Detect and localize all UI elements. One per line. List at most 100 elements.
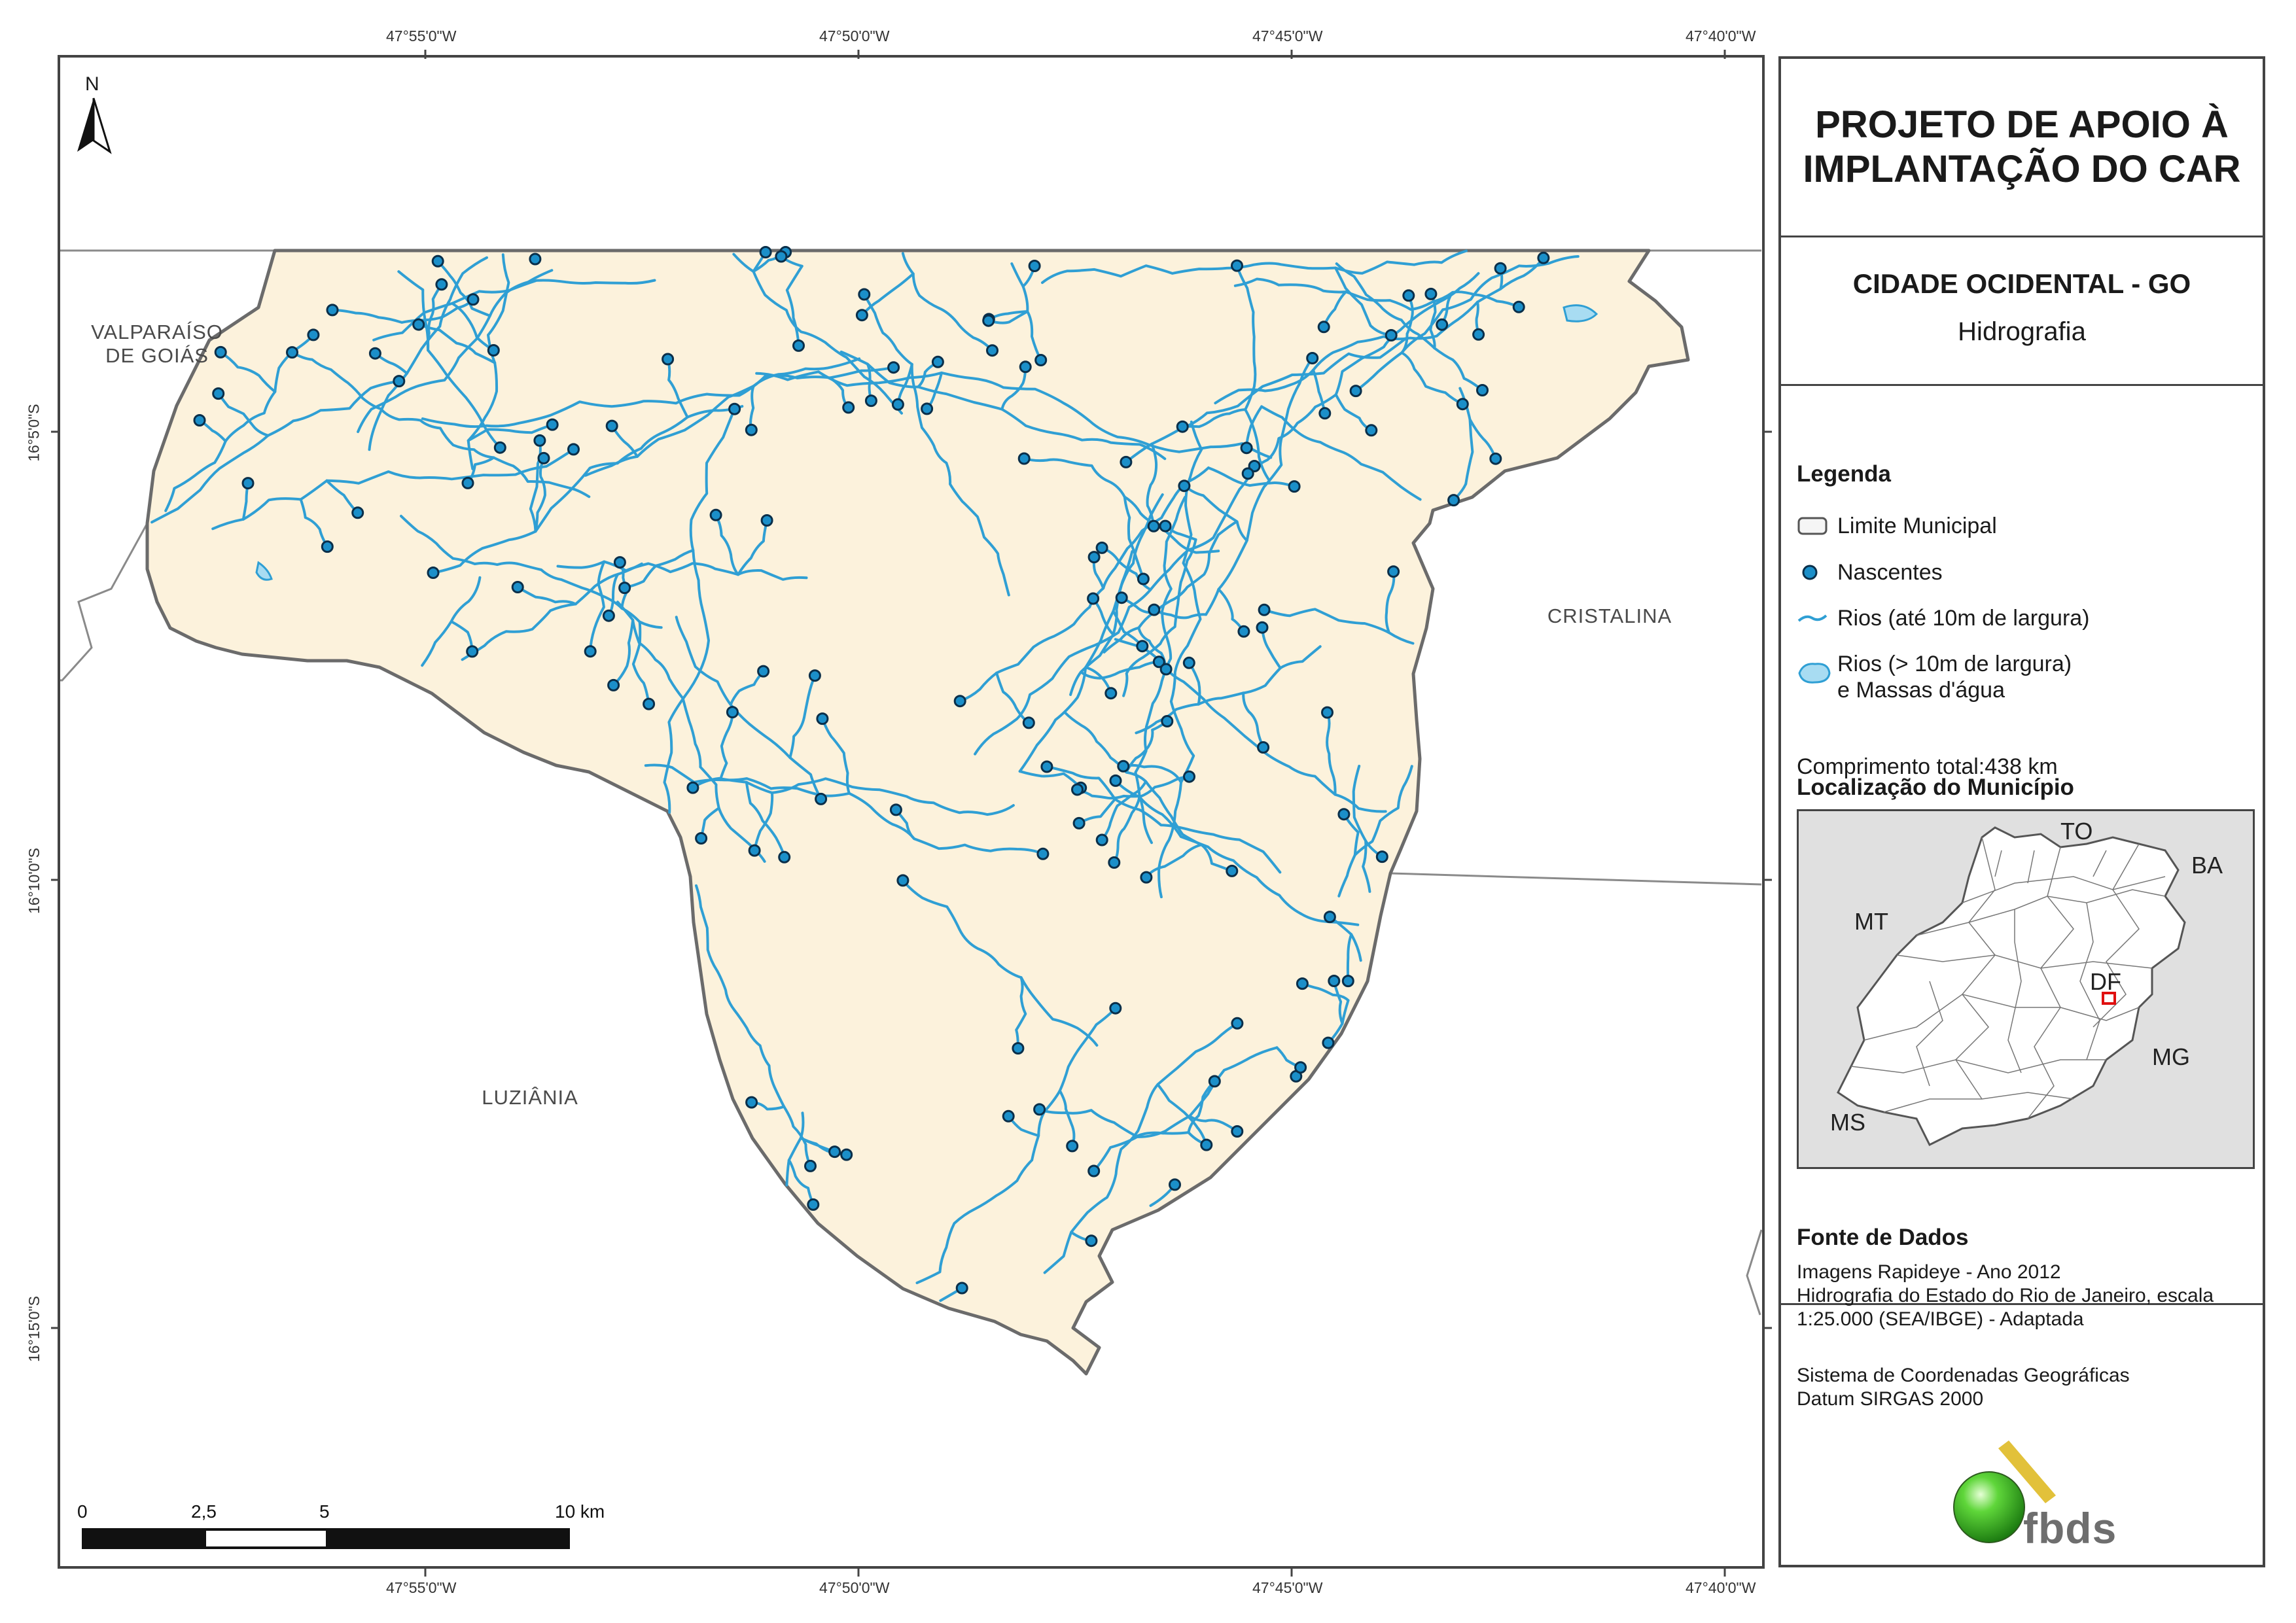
spring-point (1296, 977, 1309, 990)
spring-point (1337, 808, 1351, 821)
coord-bottom-4: 47°40'0"W (1686, 1579, 1756, 1596)
river-line (1207, 466, 1296, 488)
spring-point (896, 874, 910, 887)
spring-point (686, 781, 699, 794)
river-line (695, 884, 812, 1168)
project-title-line1: PROJETO DE APOIO À (1815, 103, 2229, 146)
spring-point (1323, 911, 1336, 924)
river-line (901, 879, 1099, 1047)
river-line (421, 366, 895, 428)
municipal-grid (1850, 837, 2166, 1119)
spring-point (1002, 1109, 1015, 1123)
river-line (368, 256, 488, 451)
spring-point (602, 609, 615, 622)
coord-top-1: 47°55'0"W (386, 27, 457, 44)
river-line (715, 514, 739, 576)
spring-point (321, 540, 334, 553)
spring-point (775, 250, 788, 263)
spring-point (1256, 621, 1269, 634)
river-line (785, 1111, 805, 1187)
spring-point (307, 328, 320, 341)
river-line (1354, 255, 1580, 393)
river-line (1015, 976, 1027, 1050)
river-line (1352, 765, 1371, 893)
spring-point (887, 361, 900, 374)
river-line (534, 457, 546, 533)
spring-point (546, 418, 559, 431)
spring-point (1066, 1140, 1079, 1153)
boundary-symbol-icon (1797, 517, 1828, 535)
spring-point (1208, 1075, 1221, 1088)
river-line (821, 717, 851, 795)
river-line (915, 1007, 1117, 1285)
spring-point (1241, 467, 1254, 480)
spring-point (1257, 741, 1270, 754)
data-source-line: 1:25.000 (SEA/IBGE) - Adaptada (1797, 1308, 2084, 1330)
inset-label-mg: MG (2152, 1043, 2190, 1070)
spring-point (728, 402, 741, 415)
river-line (291, 351, 591, 498)
spring-points (193, 246, 1550, 1295)
river-line (1138, 775, 1191, 799)
spring-point (745, 423, 758, 436)
spring-point (1456, 398, 1469, 411)
fbds-logo-mark-icon (1953, 1440, 2056, 1543)
spring-point (891, 398, 904, 411)
location-inset-map: TO BA MT DF MG MS (1797, 809, 2255, 1169)
spring-point (1341, 975, 1354, 988)
spring-point (1318, 407, 1332, 420)
info-panel: PROJETO DE APOIO À IMPLANTAÇÃO DO CAR CI… (1778, 56, 2265, 1567)
river-line (1342, 812, 1360, 856)
spring-point (1321, 706, 1333, 719)
spring-point (368, 347, 381, 360)
goias-state-map (1837, 826, 2186, 1147)
spring-point (1028, 260, 1041, 272)
data-source-line: Imagens Rapideye - Ano 2012 (1797, 1261, 2061, 1283)
river-line (219, 351, 277, 393)
spring-point (1317, 321, 1330, 334)
river-line (745, 780, 786, 859)
spring-point (760, 514, 773, 527)
spring-point (842, 401, 855, 414)
river-line (610, 425, 639, 458)
spring-point (757, 665, 770, 678)
river-line (1041, 249, 1468, 285)
spring-point (1436, 318, 1449, 331)
coord-top-3: 47°45'0"W (1252, 27, 1323, 44)
river-line (1038, 1108, 1212, 1148)
river-line (755, 370, 1273, 459)
spring-point (431, 254, 444, 268)
spring-point (607, 678, 620, 691)
river-line (451, 302, 495, 352)
river-line (589, 560, 606, 653)
spring-point (1178, 480, 1191, 493)
fbds-logo: fbds (1938, 1435, 2134, 1553)
river-line (1000, 365, 1027, 411)
spring-point (1489, 452, 1502, 465)
river-line (1103, 521, 1237, 654)
river-line (467, 423, 554, 442)
municipality-name: CIDADE OCIDENTAL - GO (1852, 268, 2191, 299)
river-line (987, 310, 1029, 324)
river-line (1322, 290, 1348, 328)
spring-point (804, 1159, 817, 1172)
river-line (1214, 256, 1545, 405)
river-line (1018, 770, 1082, 790)
spring-point (726, 706, 739, 719)
spring-point (493, 441, 506, 454)
neighbor-label-valparaiso: VALPARAÍSO DE GOIÁS (79, 321, 236, 368)
river-line (1400, 294, 1414, 355)
spring-point (1117, 759, 1130, 773)
spring-point (467, 293, 480, 306)
spring-point (584, 645, 597, 658)
spring-point (1104, 687, 1118, 700)
inset-label-to: TO (2060, 818, 2093, 845)
spring-point (931, 355, 944, 368)
river-line-symbol-icon (1797, 614, 1828, 622)
river-line (1246, 271, 1480, 475)
river-line (423, 298, 474, 322)
river-line (436, 260, 491, 317)
river-line (788, 674, 817, 759)
spring-point (1095, 541, 1108, 554)
spring-point (533, 434, 546, 447)
